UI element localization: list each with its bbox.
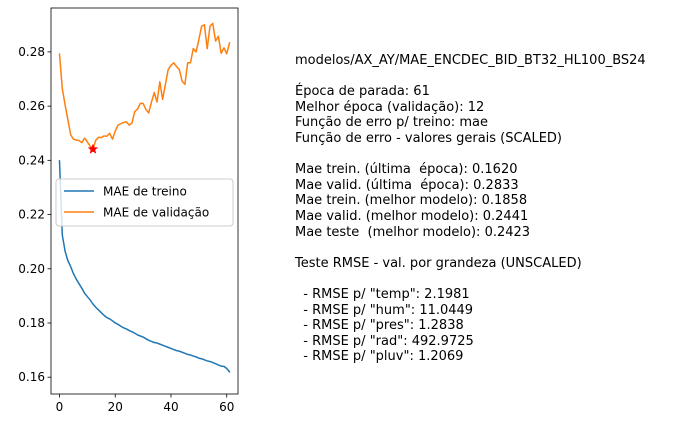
x-tick-label: 0 xyxy=(56,400,64,414)
y-tick-label: 0.22 xyxy=(18,208,45,222)
info-line xyxy=(295,147,646,163)
y-tick-label: 0.24 xyxy=(18,153,45,167)
y-tick-label: 0.20 xyxy=(18,262,45,276)
legend-frame xyxy=(55,178,234,227)
info-line: - RMSE p/ "rad": 492.9725 xyxy=(295,333,474,349)
plot-area: 0 20 40 60 0.16 0.18 0.20 0.22 0.24 0.26 0.28 xyxy=(18,7,239,414)
info-line: Mae trein. (última época): 0.1620 xyxy=(295,162,518,178)
info-line: Função de erro p/ treino: mae xyxy=(295,115,488,131)
legend-label-treino: MAE de treino xyxy=(103,185,187,199)
info-line xyxy=(295,240,646,256)
info-line: modelos/AX_AY/MAE_ENCDEC_BID_BT32_HL100_… xyxy=(295,53,646,68)
info-line: Melhor época (validação): 12 xyxy=(295,99,485,115)
info-line: Função de erro - valores gerais (SCALED) xyxy=(295,130,563,146)
y-tick-label: 0.26 xyxy=(18,99,45,113)
y-tick-label: 0.28 xyxy=(18,45,45,59)
x-tick-label: 20 xyxy=(108,400,123,414)
info-line: Mae teste (melhor modelo): 0.2423 xyxy=(295,224,531,240)
axes-frame xyxy=(50,7,239,395)
y-tick-label: 0.18 xyxy=(18,316,45,330)
model-info-panel: modelos/AX_AY/MAE_ENCDEC_BID_BT32_HL100_… xyxy=(295,53,646,365)
info-line: Mae valid. (melhor modelo): 0.2441 xyxy=(295,208,529,224)
best-epoch-marker xyxy=(87,143,99,154)
info-line: - RMSE p/ "pluv": 1.2069 xyxy=(295,349,464,365)
info-line: - RMSE p/ "pres": 1.2838 xyxy=(295,318,464,334)
legend-label-validacao: MAE de validação xyxy=(103,206,209,220)
info-line: Época de parada: 61 xyxy=(295,84,430,100)
y-tick-label: 0.16 xyxy=(18,370,45,384)
series-line-validacao xyxy=(58,22,231,150)
info-line xyxy=(295,69,646,85)
series-line-treino xyxy=(58,160,231,373)
info-line: Teste RMSE - val. por grandeza (UNSCALED… xyxy=(295,255,582,271)
chart-legend: MAE de treino MAE de validação xyxy=(55,178,234,227)
x-tick-label: 60 xyxy=(219,400,234,414)
info-line: - RMSE p/ "temp": 2.1981 xyxy=(295,286,470,302)
info-line: - RMSE p/ "hum": 11.0449 xyxy=(295,302,474,318)
x-tick-label: 40 xyxy=(163,400,178,414)
info-line: Mae valid. (última época): 0.2833 xyxy=(295,177,519,193)
info-line xyxy=(295,271,646,287)
info-line: Mae trein. (melhor modelo): 0.1858 xyxy=(295,193,528,209)
